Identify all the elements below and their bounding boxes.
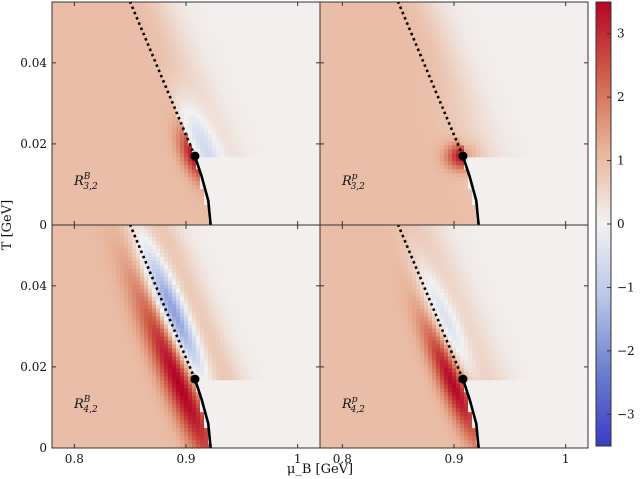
- y-axis-label: T [GeV]: [0, 200, 15, 250]
- colorbar-tick-label: 3: [617, 27, 625, 41]
- y-tick-label: 0: [39, 218, 47, 232]
- panel-label: Rp 3,2: [341, 172, 365, 192]
- crossover-line: [397, 2, 465, 157]
- first-order-line: [461, 378, 480, 448]
- first-order-line: [461, 155, 480, 225]
- y-tick-label: 0.04: [20, 56, 47, 70]
- panel-label: RB 4,2: [73, 395, 98, 415]
- panel-label: Rp 4,2: [341, 395, 365, 415]
- y-tick-label: 0: [39, 441, 47, 455]
- critical-point: [190, 151, 200, 161]
- heatmap-panel-1: [52, 2, 320, 225]
- x-tick-label: 0.8: [65, 452, 84, 466]
- y-tick-label: 0.02: [20, 137, 47, 151]
- x-tick-label: 0.8: [333, 452, 352, 466]
- x-axis-label: μ_B [GeV]: [287, 462, 353, 477]
- y-tick-label: 0.04: [20, 279, 47, 293]
- x-tick-label: 0.9: [176, 452, 195, 466]
- crossover-line: [129, 2, 197, 157]
- critical-point: [190, 374, 200, 384]
- first-order-line: [193, 155, 212, 225]
- heatmap-panel-2: [320, 2, 588, 225]
- y-tick-label: 0.02: [20, 360, 47, 374]
- first-order-line: [193, 378, 212, 448]
- colorbar-tick-label: −2: [617, 344, 635, 358]
- crossover-line: [129, 225, 197, 380]
- colorbar-tick-label: 1: [617, 154, 625, 168]
- panel-label: RB 3,2: [73, 172, 98, 192]
- colorbar-tick-label: 0: [617, 217, 625, 231]
- critical-point: [458, 151, 468, 161]
- x-tick-label: 1: [294, 452, 302, 466]
- critical-point: [458, 374, 468, 384]
- colorbar-tick-label: −3: [617, 407, 635, 421]
- colorbar-tick-label: −1: [617, 280, 635, 294]
- heatmap-panel-3: [52, 225, 320, 448]
- x-tick-label: 1: [562, 452, 570, 466]
- heatmap-panel-4: [320, 225, 588, 448]
- colorbar-tick-label: 2: [617, 90, 625, 104]
- crossover-line: [397, 225, 465, 380]
- x-tick-label: 0.9: [444, 452, 463, 466]
